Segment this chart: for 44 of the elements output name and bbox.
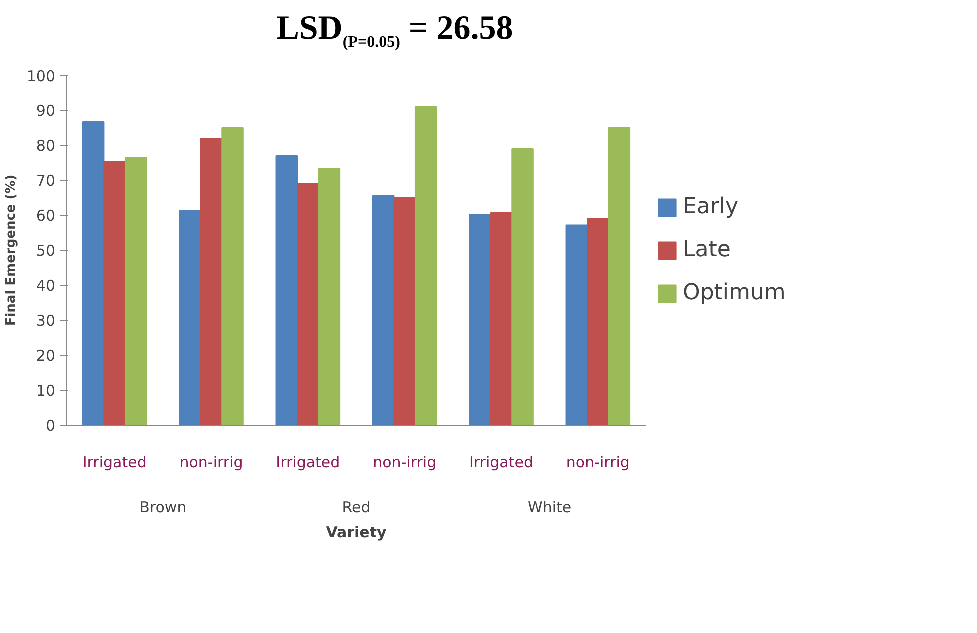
- bar: [200, 138, 223, 426]
- x-tick-label: non-irrig: [373, 454, 437, 472]
- legend-label: Early: [683, 194, 739, 220]
- y-axis-title: Final Emergence (%): [4, 174, 19, 326]
- bar: [276, 156, 298, 426]
- x-tick-label: non-irrig: [566, 454, 630, 472]
- y-tick-label: 0: [46, 417, 56, 435]
- y-tick-label: 50: [36, 242, 56, 260]
- x-tick-label: Irrigated: [469, 454, 534, 472]
- text: Brown: [140, 498, 187, 516]
- y-tick-label: 10: [36, 382, 56, 400]
- x-tick-label: Irrigated: [82, 454, 147, 472]
- legend-label: Late: [683, 238, 731, 262]
- bar: [124, 157, 148, 426]
- y-tick-label: 30: [36, 312, 56, 330]
- bar: [82, 122, 105, 426]
- bar: [318, 168, 341, 426]
- bar: [414, 106, 438, 426]
- x-axis-title: Variety: [326, 524, 388, 542]
- bar: [490, 212, 513, 426]
- text: White: [528, 498, 572, 516]
- bar: [469, 214, 492, 426]
- text: Red: [342, 498, 371, 516]
- bar: [179, 210, 202, 426]
- bar: [394, 198, 416, 426]
- y-tick-label: 80: [36, 137, 56, 155]
- bar: [104, 161, 126, 426]
- chart-title: LSD$_{(P=0.05)}$ = 26.58: [276, 9, 514, 53]
- y-tick-label: 20: [36, 347, 56, 365]
- bar: [372, 195, 395, 426]
- bar: [566, 224, 588, 426]
- y-tick-label: 90: [36, 102, 56, 120]
- bar: [222, 128, 244, 426]
- x-tick-label: Irrigated: [276, 454, 340, 472]
- x-tick-label: non-irrig: [180, 454, 244, 472]
- bar: [608, 128, 631, 426]
- bar: [297, 184, 320, 426]
- y-tick-label: 60: [36, 207, 56, 225]
- y-tick-label: 100: [26, 68, 56, 86]
- y-tick-label: 70: [36, 172, 56, 190]
- y-tick-label: 40: [36, 277, 56, 295]
- bar: [587, 218, 610, 426]
- bar: [512, 148, 534, 426]
- legend-label: Optimum: [683, 280, 786, 306]
